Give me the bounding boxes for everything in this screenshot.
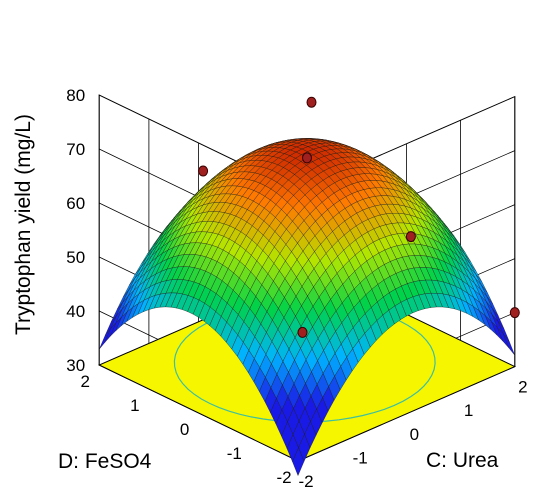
- y-tick-label: 2: [80, 372, 89, 391]
- x-tick-label: -2: [298, 472, 313, 491]
- design-point: [302, 152, 312, 164]
- x-tick-label: 2: [518, 378, 527, 397]
- axis-ticks: 30 40 50 60 70 80 -2 -1 0 1 2 -2 -1 0 1 2: [66, 86, 527, 491]
- response-surface: [99, 138, 515, 477]
- surface-cell: [503, 333, 515, 356]
- design-point: [306, 96, 317, 108]
- surface-cell: [99, 328, 111, 350]
- x-axis-title: C: Urea: [426, 449, 499, 472]
- z-tick-label: 60: [66, 194, 85, 213]
- z-axis-title: Tryptophan yield (mg/L): [12, 114, 35, 335]
- design-point: [297, 326, 308, 338]
- z-tick-label: 40: [66, 302, 85, 321]
- surface-cell: [292, 447, 305, 477]
- y-tick-label: -1: [227, 444, 242, 463]
- x-tick-label: -1: [353, 448, 368, 467]
- design-points: [198, 96, 520, 338]
- y-axis-title: D: FeSO4: [58, 450, 152, 473]
- z-tick-label: 80: [66, 86, 85, 105]
- z-tick-label: 30: [66, 356, 85, 375]
- x-tick-label: 0: [410, 425, 419, 444]
- y-tick-label: 1: [130, 396, 139, 415]
- design-point: [198, 165, 209, 177]
- y-tick-label: -2: [276, 468, 291, 487]
- design-point: [509, 307, 520, 319]
- z-tick-label: 70: [66, 140, 85, 159]
- y-tick-label: 0: [180, 420, 189, 439]
- z-tick-label: 50: [66, 248, 85, 267]
- design-point: [405, 231, 416, 243]
- x-tick-label: 1: [464, 401, 473, 420]
